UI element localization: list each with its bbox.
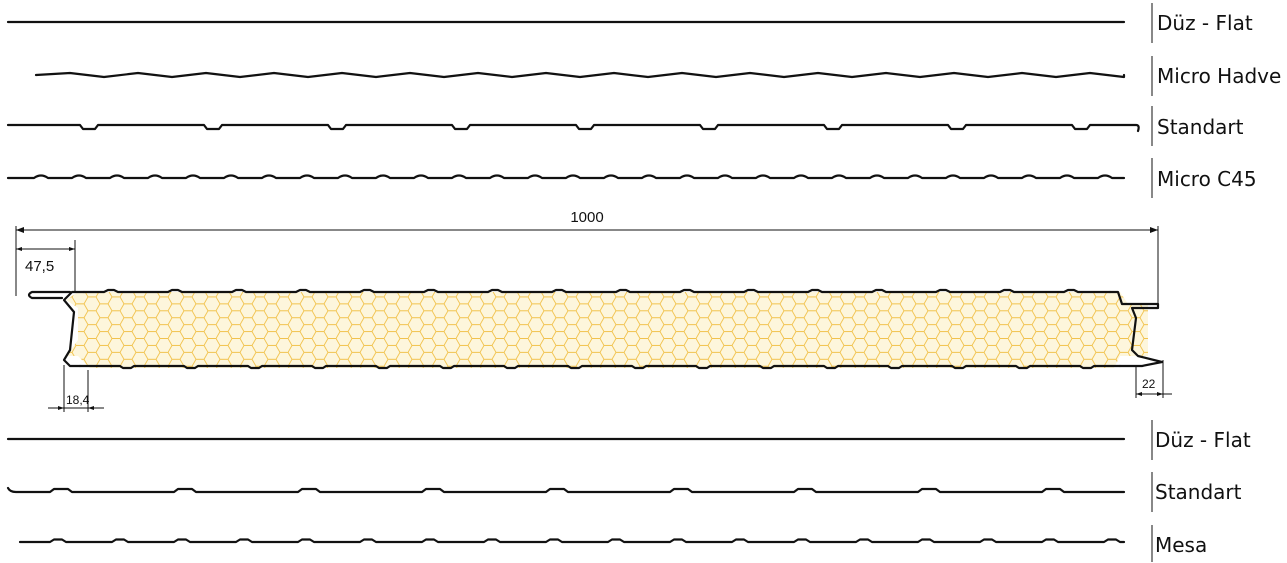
dimension-value: 1000 bbox=[570, 209, 603, 226]
panel-cross-section bbox=[27, 288, 1164, 370]
arrowhead bbox=[1136, 392, 1142, 396]
panel-right-joint bbox=[1108, 290, 1164, 368]
arrowhead bbox=[1150, 227, 1158, 233]
bottom-profile-standart: Standart bbox=[6, 472, 1242, 512]
arrowhead bbox=[16, 227, 24, 233]
dimension-value: 47,5 bbox=[25, 258, 54, 275]
arrowhead bbox=[88, 406, 94, 410]
bottom-profile-flat: Düz - Flat bbox=[6, 420, 1251, 460]
profile-line-micro-c45 bbox=[6, 174, 1126, 180]
dimension-bottom-left-offset: 18,4 bbox=[48, 365, 104, 412]
top-profile-micro-c45: Micro C45 bbox=[6, 158, 1257, 198]
top-profile-micro-hadve: Micro Hadve bbox=[34, 56, 1281, 96]
arrowhead bbox=[69, 247, 75, 251]
dimension-overall-width: 1000 bbox=[15, 209, 1159, 305]
panel-left-joint bbox=[62, 290, 86, 368]
profile-line-standart bbox=[6, 486, 1126, 494]
top-profile-standart: Standart bbox=[6, 106, 1244, 146]
dimension-top-left-offset: 47,5 bbox=[15, 240, 76, 292]
bottom-profile-label: Düz - Flat bbox=[1155, 428, 1251, 452]
profile-line-micro-hadve bbox=[34, 71, 1126, 79]
top-profile-label: Micro C45 bbox=[1157, 167, 1257, 191]
arrowhead bbox=[58, 406, 64, 410]
profile-line-mesa bbox=[18, 538, 1126, 544]
bottom-profile-label: Mesa bbox=[1155, 533, 1207, 557]
arrowhead bbox=[16, 247, 22, 251]
dimension-value: 18,4 bbox=[66, 393, 90, 407]
top-profile-label: Standart bbox=[1157, 115, 1244, 139]
top-profile-label: Micro Hadve bbox=[1157, 64, 1281, 88]
panel-core-honeycomb bbox=[66, 292, 1148, 368]
top-profile-label: Düz - Flat bbox=[1157, 11, 1253, 35]
panel-top-skin bbox=[82, 288, 1112, 294]
arrowhead bbox=[1157, 392, 1163, 396]
panel-left-lip bbox=[27, 290, 72, 300]
bottom-profile-label: Standart bbox=[1155, 480, 1242, 504]
dimension-bottom-right-offset: 22 bbox=[1135, 360, 1172, 398]
panel-bottom-skin bbox=[78, 364, 1122, 370]
bottom-profile-mesa: Mesa bbox=[18, 525, 1207, 562]
dimension-value: 22 bbox=[1142, 377, 1156, 391]
profile-line-standart bbox=[6, 123, 1140, 133]
top-profile-flat: Düz - Flat bbox=[6, 3, 1253, 43]
